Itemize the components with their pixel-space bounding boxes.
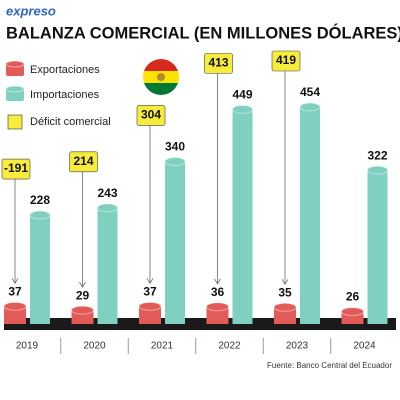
bar-cap — [3, 301, 27, 311]
deficit-label: 304 — [141, 108, 161, 122]
bar-cap — [273, 302, 297, 312]
arrow — [11, 278, 19, 285]
value-label: 322 — [367, 148, 387, 162]
bar — [30, 215, 50, 324]
bar-cap — [97, 203, 118, 213]
bar — [367, 170, 388, 324]
bar — [4, 306, 26, 324]
value-label: 449 — [232, 88, 252, 102]
value-label: 243 — [97, 186, 117, 200]
bar-cap — [367, 165, 388, 175]
bar-cap — [138, 301, 162, 311]
bar-cap — [206, 302, 229, 312]
value-label: 340 — [165, 140, 185, 154]
value-label: 37 — [8, 284, 22, 298]
legend-label: Exportaciones — [30, 64, 100, 76]
legend-label: Déficit comercial — [30, 116, 111, 128]
brand: expreso — [6, 3, 56, 18]
bar — [232, 109, 253, 325]
bar — [300, 106, 320, 324]
value-label: 26 — [346, 290, 360, 304]
deficit-label: 419 — [276, 53, 296, 67]
legend-swatch-cap — [5, 60, 25, 68]
arrow — [146, 278, 154, 285]
x-tick-label: 2022 — [218, 341, 241, 352]
legend-label: Importaciones — [30, 89, 100, 101]
value-label: 35 — [278, 285, 292, 299]
bar — [165, 161, 185, 324]
value-label: 454 — [300, 85, 320, 99]
baseline — [4, 318, 396, 330]
x-tick-label: 2023 — [286, 341, 309, 352]
bar-cap — [341, 307, 364, 317]
legend-swatch — [7, 114, 23, 130]
bar — [71, 310, 94, 324]
arrow — [79, 281, 86, 288]
value-label: 29 — [76, 288, 90, 302]
bar-cap — [29, 210, 51, 220]
arrow — [214, 278, 221, 285]
bar — [97, 207, 118, 324]
legend-swatch-cap — [5, 85, 25, 93]
flag — [143, 59, 179, 95]
deficit-box — [1, 158, 31, 180]
bar-cap — [164, 156, 186, 166]
value-label: 228 — [30, 193, 50, 207]
value-label: 36 — [211, 285, 225, 299]
source: Fuente: Banco Central del Ecuador — [267, 361, 392, 370]
bar — [274, 307, 296, 324]
deficit-box — [136, 105, 166, 126]
x-tick-label: 2021 — [151, 341, 174, 352]
x-tick-label: 2020 — [83, 341, 106, 352]
bar-cap — [299, 102, 321, 112]
bar-cap — [71, 305, 94, 315]
deficit-box — [271, 50, 301, 72]
arrow — [281, 279, 289, 286]
deficit-box — [204, 53, 233, 74]
deficit-box — [69, 151, 98, 173]
deficit-label: 214 — [73, 154, 93, 168]
bar — [206, 306, 229, 324]
bar-cap — [232, 104, 253, 114]
deficit-label: 413 — [208, 56, 228, 70]
value-label: 37 — [143, 284, 157, 298]
bar — [139, 306, 161, 324]
x-tick-label: 2024 — [353, 341, 376, 352]
chart-title: BALANZA COMERCIAL (EN MILLONES DÓLARES) — [6, 23, 400, 42]
x-tick-label: 2019 — [16, 341, 39, 352]
deficit-label: -191 — [4, 161, 28, 175]
